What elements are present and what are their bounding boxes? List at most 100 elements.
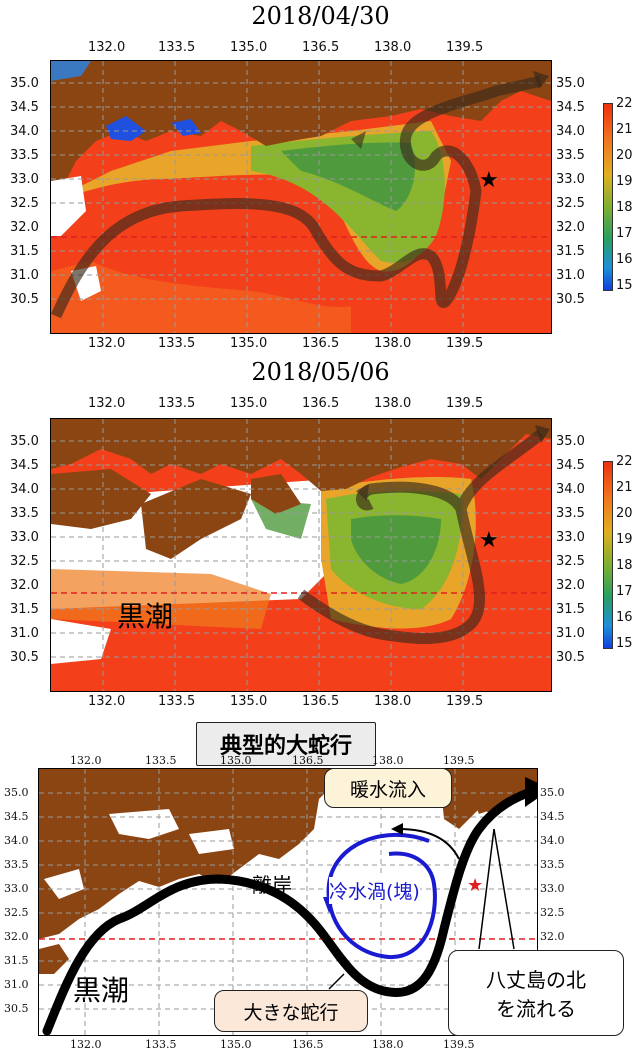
- panel3-title: 典型的大蛇行: [196, 722, 376, 766]
- p2-lon-top-2: 135.0: [230, 396, 268, 411]
- p2-lat-left-2: 34.0: [10, 482, 39, 497]
- p1-lon-bottom-3: 136.5: [302, 336, 340, 351]
- p2-lat-right-2: 34.0: [556, 482, 585, 497]
- p3-lon-top-4: 138.0: [372, 754, 404, 767]
- cold-eddy-label: 冷水渦(塊): [329, 877, 420, 904]
- p3-lat-left-7: 31.5: [4, 954, 29, 967]
- p3-lat-left-3: 33.5: [4, 858, 29, 871]
- p2-lat-right-8: 31.0: [556, 626, 585, 641]
- p3-lat-left-4: 33.0: [4, 882, 29, 895]
- p1-lon-bottom-0: 132.0: [88, 336, 126, 351]
- p1-cbar-2: 20: [616, 148, 633, 163]
- p2-lat-right-9: 30.5: [556, 650, 585, 665]
- p2-lon-bottom-1: 133.5: [158, 694, 196, 709]
- p2-lat-left-5: 32.5: [10, 554, 39, 569]
- p1-lat-left-2: 34.0: [10, 124, 39, 139]
- p2-cbar-1: 21: [616, 480, 633, 495]
- sst-map-1: ★: [51, 61, 551, 333]
- colorbar-1: [603, 103, 613, 291]
- p2-cbar-6: 16: [616, 610, 633, 625]
- p2-lat-right-4: 33.0: [556, 530, 585, 545]
- meander-callout: 大きな蛇行: [214, 990, 368, 1032]
- p2-lon-top-1: 133.5: [158, 396, 196, 411]
- p2-lat-right-1: 34.5: [556, 458, 585, 473]
- p1-lat-right-1: 34.5: [556, 100, 585, 115]
- p2-cbar-4: 18: [616, 558, 633, 573]
- p2-lat-right-5: 32.5: [556, 554, 585, 569]
- p3-lon-top-5: 139.5: [443, 754, 475, 767]
- p3-lat-left-1: 34.5: [4, 810, 29, 823]
- p3-lat-left-2: 34.0: [4, 834, 29, 847]
- p3-lat-right-3: 33.5: [540, 858, 565, 871]
- svg-text:★: ★: [479, 168, 499, 193]
- panel2-title: 2018/05/06: [251, 358, 390, 386]
- p3-lon-top-1: 133.5: [145, 754, 177, 767]
- p2-lon-bottom-0: 132.0: [88, 694, 126, 709]
- p3-lon-top-3: 136.5: [292, 754, 324, 767]
- p2-cbar-0: 22: [616, 454, 633, 469]
- hachijo-callout: 八丈島の北 を流れる: [448, 950, 624, 1036]
- p3-lat-right-6: 32.0: [540, 930, 565, 943]
- panel1-title: 2018/04/30: [251, 2, 390, 30]
- svg-text:★: ★: [479, 528, 499, 553]
- p2-lat-left-4: 33.0: [10, 530, 39, 545]
- p3-lon-bottom-4: 138.0: [372, 1038, 404, 1051]
- p1-lat-left-8: 31.0: [10, 268, 39, 283]
- p1-cbar-6: 16: [616, 252, 633, 267]
- p2-cbar-3: 19: [616, 532, 633, 547]
- p1-lat-left-5: 32.5: [10, 196, 39, 211]
- colorbar-2: [603, 461, 613, 649]
- warm-inflow-callout: 暖水流入: [324, 768, 452, 808]
- p2-lat-right-6: 32.0: [556, 578, 585, 593]
- p2-lon-top-3: 136.5: [302, 396, 340, 411]
- p2-lon-bottom-3: 136.5: [302, 694, 340, 709]
- p2-lat-left-3: 33.5: [10, 506, 39, 521]
- p2-lat-left-0: 35.0: [10, 434, 39, 449]
- hachijo-callout-line2: を流れる: [496, 997, 576, 1021]
- p3-lon-top-2: 135.0: [220, 754, 252, 767]
- p3-lon-bottom-0: 132.0: [70, 1038, 102, 1051]
- p1-lat-right-3: 33.5: [556, 148, 585, 163]
- offshore-label: 離岸: [252, 873, 292, 897]
- p1-lat-left-9: 30.5: [10, 292, 39, 307]
- p3-lon-bottom-3: 136.5: [292, 1038, 324, 1051]
- p3-lat-right-0: 35.0: [540, 786, 565, 799]
- p1-lon-top-0: 132.0: [88, 40, 126, 55]
- p2-cbar-5: 17: [616, 584, 633, 599]
- p3-lat-left-9: 30.5: [4, 1002, 29, 1015]
- p1-cbar-0: 22: [616, 96, 633, 111]
- p3-lon-top-0: 132.0: [70, 754, 102, 767]
- p1-lat-right-8: 31.0: [556, 268, 585, 283]
- p1-lat-left-0: 35.0: [10, 76, 39, 91]
- p3-lat-right-4: 33.0: [540, 882, 565, 895]
- p1-lat-left-3: 33.5: [10, 148, 39, 163]
- p2-lon-bottom-4: 138.0: [374, 694, 412, 709]
- p1-lon-top-5: 139.5: [446, 40, 484, 55]
- p1-lon-top-1: 133.5: [158, 40, 196, 55]
- p3-lon-bottom-1: 133.5: [145, 1038, 177, 1051]
- p2-lat-left-7: 31.5: [10, 602, 39, 617]
- p1-lat-right-9: 30.5: [556, 292, 585, 307]
- p3-lat-right-2: 34.0: [540, 834, 565, 847]
- p2-lat-right-3: 33.5: [556, 506, 585, 521]
- p3-lat-left-5: 32.5: [4, 906, 29, 919]
- p1-lat-right-7: 31.5: [556, 244, 585, 259]
- p1-lon-bottom-1: 133.5: [158, 336, 196, 351]
- p3-lat-right-1: 34.5: [540, 810, 565, 823]
- p1-lat-right-0: 35.0: [556, 76, 585, 91]
- hachijo-callout-line1: 八丈島の北: [486, 968, 586, 992]
- p3-lon-bottom-5: 139.5: [443, 1038, 475, 1051]
- p2-lon-top-0: 132.0: [88, 396, 126, 411]
- p2-lon-top-4: 138.0: [374, 396, 412, 411]
- p1-lat-left-7: 31.5: [10, 244, 39, 259]
- p1-lat-right-4: 33.0: [556, 172, 585, 187]
- p2-lat-left-8: 31.0: [10, 626, 39, 641]
- p3-lon-bottom-2: 135.0: [220, 1038, 252, 1051]
- svg-text:★: ★: [467, 875, 483, 896]
- p3-lat-left-8: 31.0: [4, 978, 29, 991]
- p2-lon-top-5: 139.5: [446, 396, 484, 411]
- p2-lon-bottom-5: 139.5: [446, 694, 484, 709]
- p1-lat-left-6: 32.0: [10, 220, 39, 235]
- p1-lon-top-4: 138.0: [374, 40, 412, 55]
- p2-lon-bottom-2: 135.0: [230, 694, 268, 709]
